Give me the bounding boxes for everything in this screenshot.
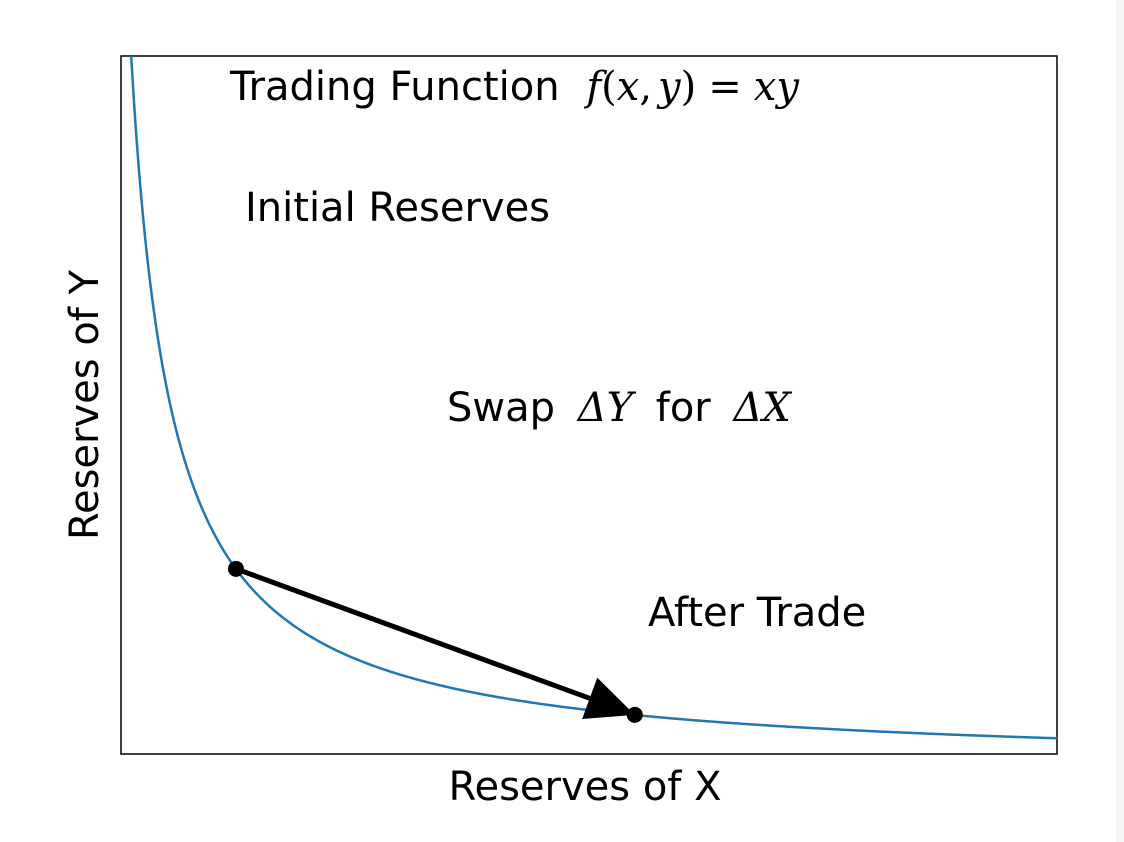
swap-arrow-shaft xyxy=(235,566,591,701)
chart-title: Trading Function f(x, y) = xy xyxy=(229,64,800,110)
arrow-label-prefix: Swap xyxy=(447,385,555,431)
x-axis-label: Reserves of X xyxy=(448,764,721,810)
point-label-initial: Initial Reserves xyxy=(245,185,550,231)
point-initial-reserves xyxy=(227,560,244,577)
plot-frame xyxy=(120,55,1058,755)
title-math-y: y xyxy=(656,64,682,110)
swap-arrow-head xyxy=(582,677,635,719)
title-text: Trading Function xyxy=(229,64,560,110)
arrow-label-delta-x: ΔX xyxy=(731,385,792,431)
arrow-label-mid: for xyxy=(656,385,712,431)
title-math-comma: , xyxy=(639,64,652,110)
title-math-eq: = xyxy=(708,64,742,110)
right-edge-strip xyxy=(1116,0,1124,842)
title-math-close: ) xyxy=(681,64,697,110)
y-axis-label: Reserves of Y xyxy=(62,269,108,540)
point-label-after: After Trade xyxy=(648,590,866,636)
title-math-rhs: xy xyxy=(754,64,801,110)
arrow-label-delta-y: ΔY xyxy=(576,385,637,431)
curve-line xyxy=(129,56,1057,740)
point-after-trade xyxy=(626,706,643,723)
title-math-open: ( xyxy=(601,64,617,110)
arrow-label: Swap ΔY for ΔX xyxy=(447,385,792,431)
title-math-x: x xyxy=(617,64,640,110)
